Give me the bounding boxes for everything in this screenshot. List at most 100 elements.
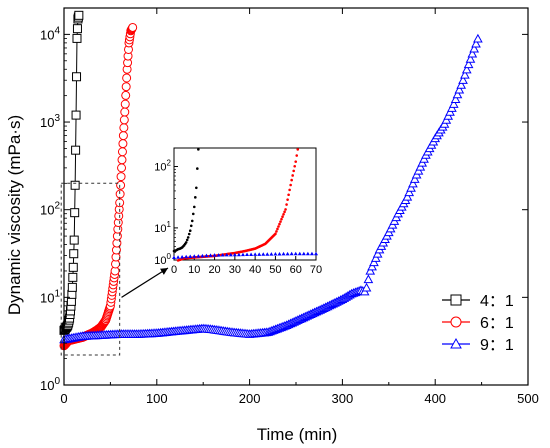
data-point <box>370 253 381 262</box>
inset-data-point <box>195 186 198 190</box>
inset-x-tick-label: 70 <box>310 264 322 276</box>
inset-data-point <box>273 252 278 256</box>
inset-data-point <box>289 251 294 256</box>
inset-data-point <box>200 253 205 258</box>
data-point <box>120 99 130 109</box>
inset-data-point <box>283 210 286 214</box>
y-tick-label: 102 <box>40 201 60 218</box>
x-axis-title: Time (min) <box>257 425 338 444</box>
inset-y-tick-label: 102 <box>154 158 171 173</box>
y-tick-label: 103 <box>40 113 60 130</box>
series-square <box>59 10 84 335</box>
data-point <box>72 24 82 34</box>
data-point <box>460 69 470 79</box>
inset-data-point <box>184 254 189 259</box>
inset-data-point <box>282 212 285 216</box>
data-point <box>72 33 82 43</box>
data-point <box>68 272 78 282</box>
inset-data-point <box>296 148 300 151</box>
zoom-arrow <box>121 267 169 298</box>
data-point <box>404 187 415 197</box>
legend: 4：1 6：1 9：1 <box>442 293 514 354</box>
inset-data-point <box>269 252 274 256</box>
x-tick-label: 200 <box>239 391 261 406</box>
x-tick-label: 100 <box>146 391 168 406</box>
data-point <box>463 59 474 69</box>
data-point <box>372 248 383 258</box>
inset-data-point <box>212 253 217 257</box>
inset-data-point <box>287 193 290 197</box>
x-tick-label: 400 <box>424 391 446 406</box>
inset-data-point <box>185 238 189 242</box>
inset-data-point <box>305 251 310 256</box>
data-point <box>119 123 129 133</box>
inset-data-point <box>196 254 201 258</box>
data-point <box>116 172 126 182</box>
x-tick-label: 500 <box>517 391 539 406</box>
data-point <box>69 235 79 245</box>
inset-data-point <box>277 225 280 228</box>
inset-data-point <box>297 251 302 256</box>
inset-data-point <box>188 254 193 259</box>
inset-data-point <box>276 227 279 231</box>
inset-x-tick-label: 50 <box>269 264 281 276</box>
inset-data-point <box>261 252 266 256</box>
zoom-region-box <box>60 182 121 356</box>
data-point <box>365 265 376 275</box>
inset-data-point <box>265 252 270 256</box>
data-point <box>471 38 481 48</box>
series-triangle <box>59 33 483 344</box>
data-point <box>69 249 79 259</box>
inset-x-tick-label: 40 <box>249 264 261 276</box>
inset-y-tick-label: 101 <box>154 220 171 235</box>
legend-label: 6：1 <box>480 315 514 332</box>
inset-data-point <box>184 241 188 244</box>
inset-data-point <box>191 212 195 216</box>
inset-data-point <box>285 203 288 206</box>
data-point <box>121 90 131 100</box>
inset-x-tick-label: 10 <box>188 264 200 276</box>
inset-data-point <box>293 251 298 256</box>
inset-data-point <box>245 252 250 257</box>
inset-data-point <box>224 252 229 257</box>
data-point <box>448 99 459 108</box>
inset-data-point <box>220 252 225 257</box>
inset-data-point <box>285 251 290 256</box>
data-point <box>367 261 377 271</box>
inset-data-point <box>172 255 176 259</box>
data-point <box>118 139 128 149</box>
inset-x-tick-label: 60 <box>290 264 302 276</box>
inset-x-tick-label: 30 <box>229 264 241 276</box>
legend-label: 9：1 <box>480 337 514 354</box>
series-layer <box>59 10 483 351</box>
data-point <box>408 178 418 188</box>
inset-data-point <box>290 178 293 182</box>
y-tick-label: 104 <box>40 25 60 42</box>
legend-marker <box>450 337 462 349</box>
inset-plot: 0 10 20 30 40 50 60 70 101 102 100 <box>154 147 322 276</box>
data-point <box>122 73 132 83</box>
inset-data-point <box>281 215 284 219</box>
inset-data-point <box>204 253 209 258</box>
legend-marker <box>450 294 462 306</box>
legend-label: 4：1 <box>480 293 514 310</box>
inset-data-point <box>240 252 245 257</box>
inset-data-point <box>257 252 262 256</box>
y-axis-title: Dynamic viscosity (mPa·s) <box>5 115 24 315</box>
inset-data-point <box>284 208 287 211</box>
data-point <box>469 43 480 53</box>
data-point <box>452 89 463 99</box>
x-tick-label: 300 <box>332 391 354 406</box>
data-point <box>458 75 468 84</box>
data-point <box>363 274 374 284</box>
inset-data-point <box>186 236 190 239</box>
inset-data-point <box>277 251 282 256</box>
data-point <box>465 54 476 63</box>
inset-data-point <box>189 224 193 228</box>
inset-data-point <box>188 229 192 233</box>
inset-data-point <box>295 154 299 157</box>
inset-data-point <box>249 252 254 256</box>
data-point <box>117 163 127 173</box>
inset-data-point <box>288 188 291 192</box>
